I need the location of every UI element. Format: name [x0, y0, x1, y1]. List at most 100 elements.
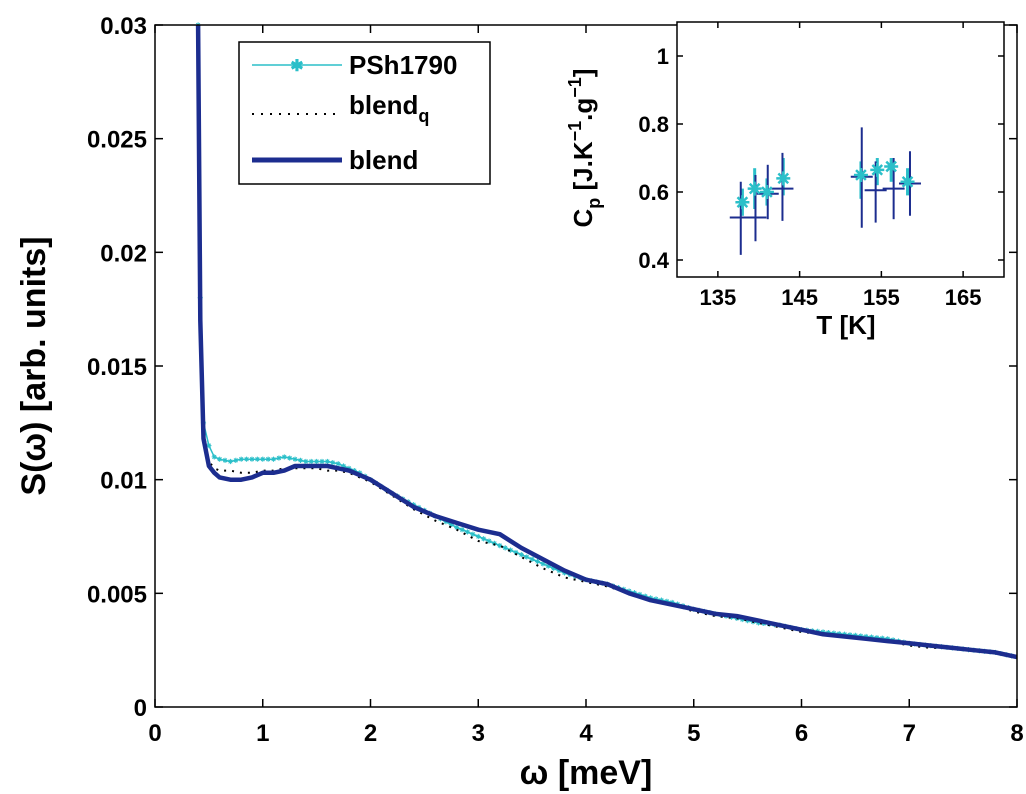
inset-y-tick-label: 0.8 — [638, 112, 669, 137]
legend-label-blend-q: blendq — [349, 90, 429, 126]
main-x-tick-label: 0 — [148, 720, 161, 747]
inset-y-label-c: C — [568, 208, 598, 227]
series-psh1790-marker — [281, 454, 287, 460]
main-x-tick-label: 2 — [364, 720, 377, 747]
series-psh1790-marker — [836, 631, 842, 637]
series-psh1790-marker — [874, 635, 880, 641]
series-blend-line — [195, 24, 1018, 660]
series-psh1790-marker — [211, 454, 217, 460]
main-y-tick-label: 0.015 — [87, 354, 147, 381]
inset-x-tick-label: 145 — [781, 285, 818, 310]
main-y-tick-label: 0.02 — [100, 240, 147, 267]
inset-y-label-sup1: −1 — [565, 121, 585, 142]
inset-star-marker — [747, 181, 762, 196]
series-psh1790-marker — [254, 456, 260, 462]
inset-plot: 135 145 155 165 0.40.60.81 T [K] Cp [J.K−1.… — [565, 21, 1005, 340]
series-psh1790-marker — [518, 552, 524, 558]
series-psh1790-marker — [335, 461, 341, 467]
series-psh1790-marker — [513, 549, 519, 556]
inset-y-label-part3: ] — [568, 69, 598, 78]
main-plot: 0 1 2 3 4 5 6 7 8 0 0.005 0.01 0.015 0.02 0.025 0.03 ω… — [15, 13, 1024, 792]
inset-star-marker — [870, 162, 885, 177]
series-psh1790-marker — [497, 542, 503, 549]
main-x-tick-label: 4 — [579, 720, 593, 747]
inset-y-label-sup2: −1 — [565, 77, 585, 98]
series-psh1790-marker — [448, 521, 454, 528]
series-psh1790-marker — [222, 457, 228, 463]
series-psh1790-marker — [308, 458, 314, 465]
main-y-tick-label: 0.01 — [100, 468, 147, 495]
series-psh1790-marker — [540, 561, 546, 567]
inset-x-tick-label: 155 — [863, 285, 900, 310]
legend-swatch-psh1790-marker: ✱ — [290, 58, 303, 75]
series-psh1790-marker — [863, 633, 869, 640]
series-psh1790-marker — [227, 458, 234, 465]
inset-plot-frame — [676, 21, 1005, 278]
main-y-tick-label: 0.005 — [87, 581, 147, 608]
legend-label-blend-q-main: blend — [349, 90, 418, 120]
series-psh1790-marker — [470, 531, 476, 537]
series-psh1790-marker — [534, 558, 541, 565]
series-psh1790-marker — [276, 455, 282, 461]
series-psh1790-marker — [287, 455, 293, 461]
series-psh1790-marker — [545, 563, 551, 569]
series-psh1790-marker — [319, 458, 325, 465]
main-x-tick-label: 1 — [256, 720, 269, 747]
series-psh1790-marker — [330, 460, 336, 466]
inset-x-ticks: 135 145 155 165 — [700, 22, 982, 310]
series-psh1790-marker — [868, 634, 875, 640]
series-psh1790-marker — [820, 629, 826, 635]
series-psh1790-marker — [858, 633, 864, 639]
main-y-tick-label: 0.03 — [100, 13, 147, 40]
series-psh1790-marker — [454, 524, 460, 531]
series-psh1790-marker — [340, 463, 347, 469]
inset-y-axis-label: Cp [J.K−1.g−1] — [565, 69, 604, 228]
inset-star-marker — [853, 168, 868, 182]
series-psh1790-marker — [238, 456, 244, 462]
series-psh1790-marker — [529, 556, 535, 562]
inset-y-tick-label: 0.6 — [638, 180, 669, 205]
series-psh1790-marker — [303, 458, 309, 465]
series-psh1790-marker — [551, 565, 557, 571]
series-psh1790-marker — [524, 554, 530, 560]
series-psh1790-marker — [486, 538, 492, 544]
series-psh1790-marker — [292, 456, 298, 462]
series-psh1790-marker — [653, 596, 659, 602]
inset-y-tick-label: 0.4 — [638, 248, 669, 273]
series-psh1790-marker — [658, 597, 665, 603]
main-x-tick-label: 6 — [795, 720, 808, 747]
series-psh1790-marker — [507, 547, 514, 553]
main-y-axis-label: S(ω) [arb. units] — [15, 236, 53, 495]
main-x-tick-label: 3 — [472, 720, 485, 747]
series-psh1790-marker — [831, 630, 837, 636]
series-psh1790-marker — [481, 536, 487, 542]
series-psh1790-marker — [265, 456, 271, 462]
inset-plot-background — [677, 22, 1004, 277]
inset-x-tick-label: 165 — [945, 285, 982, 310]
series-psh1790-marker — [825, 629, 832, 636]
inset-y-ticks: 0.4 0.6 0.8 1 — [638, 44, 1004, 273]
series-psh1790-marker — [885, 636, 891, 642]
series-psh1790-marker — [206, 442, 212, 449]
legend-label-blend: blend — [349, 145, 418, 175]
series-psh1790-marker — [249, 456, 255, 462]
series-psh1790-marker — [879, 635, 885, 641]
main-x-tick-label: 5 — [687, 720, 700, 747]
series-psh1790-marker — [217, 456, 223, 462]
main-y-tick-label: 0.025 — [87, 127, 147, 154]
inset-star-marker — [759, 185, 774, 199]
inset-star-marker — [884, 159, 899, 174]
inset-x-tick-label: 135 — [700, 285, 737, 310]
legend-label-blend-q-sub: q — [418, 106, 429, 126]
series-psh1790-marker — [243, 456, 250, 462]
inset-star-marker — [900, 174, 915, 189]
main-x-tick-label: 8 — [1010, 720, 1023, 747]
main-y-tick-label: 0 — [134, 695, 147, 722]
series-psh1790-marker — [297, 457, 304, 463]
inset-y-label-part2: .g — [568, 98, 598, 121]
main-series-layer — [195, 22, 1018, 660]
inset-y-label-p-sub: p — [584, 198, 604, 209]
series-psh1790-marker — [260, 456, 266, 462]
series-psh1790-marker — [324, 458, 330, 465]
